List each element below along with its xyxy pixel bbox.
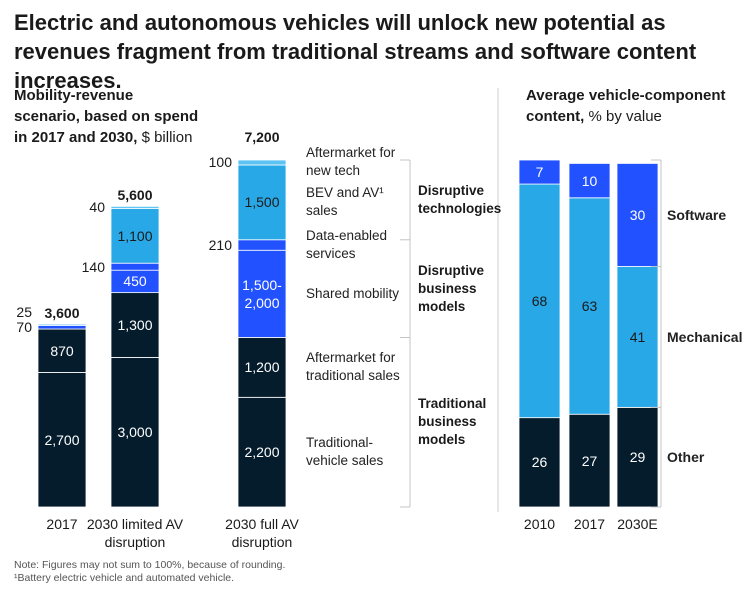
chart-unit: $ billion — [141, 129, 193, 146]
group-label: Disruptive technologies — [418, 182, 502, 216]
value-label: 870 — [50, 342, 74, 359]
value-label: 3,000 — [117, 424, 153, 441]
chart-title: Mobility-revenue scenario, based on spen… — [14, 85, 199, 148]
bar-segment — [518, 159, 561, 185]
value-label: 140 — [81, 258, 105, 275]
value-label: 29 — [629, 449, 646, 466]
series-label: Aftermarket for traditional sales — [306, 350, 400, 384]
series-label: BEV and AV¹ sales — [306, 185, 384, 219]
bar-segment — [37, 371, 87, 508]
group-label: Disruptive business models — [418, 262, 485, 314]
bar-segment — [237, 396, 287, 508]
bar-segment — [110, 292, 160, 358]
x-tick-label: 2030 limited AV disruption — [86, 516, 184, 550]
value-label: 1,200 — [244, 359, 280, 376]
bar-segment — [616, 163, 659, 267]
bar-segment — [37, 328, 87, 373]
series-label: Traditional-vehicle sales — [306, 435, 384, 469]
value-label: 40 — [89, 199, 105, 216]
value-label: 26 — [531, 454, 548, 471]
value-label: 2,200 — [244, 444, 280, 461]
bar-segment — [518, 183, 561, 419]
value-label: 1,500-2,000 — [242, 276, 282, 311]
bar-segment — [518, 417, 561, 508]
value-label: 210 — [208, 237, 232, 253]
value-label: 450 — [123, 273, 147, 290]
bar-segment — [110, 262, 160, 271]
chart-title-text: Average vehicle-component content, — [526, 87, 726, 125]
bar-segment — [237, 239, 287, 251]
series-label: Shared mobility — [306, 285, 400, 301]
chart-title: Average vehicle-component content, % by … — [526, 85, 741, 127]
footnote: ¹Battery electric vehicle and automated … — [14, 572, 235, 584]
chart-unit: % by value — [588, 108, 662, 125]
value-label: 100 — [208, 154, 232, 171]
value-label: 1,500 — [244, 194, 280, 211]
bar-segment — [616, 266, 659, 408]
total-label: 3,600 — [44, 305, 80, 322]
series-label: Software — [667, 206, 727, 223]
footnote: Note: Figures may not sum to 100%, becau… — [14, 559, 286, 571]
bar-segment — [616, 406, 659, 508]
bar-segment — [237, 337, 287, 398]
bar-segment — [237, 164, 287, 241]
x-tick-label: 2017 — [46, 516, 78, 532]
value-label: 68 — [531, 292, 548, 309]
series-label: Other — [667, 449, 705, 466]
x-tick-label: 2030 full AV disruption — [225, 516, 299, 550]
bar-segment — [568, 197, 611, 415]
series-label: Data-enabled services — [306, 228, 388, 261]
bar-segment — [568, 163, 611, 199]
bar-segment — [568, 413, 611, 508]
value-label: 63 — [581, 298, 598, 314]
value-label: 1,100 — [117, 227, 153, 244]
group-label: Traditional business models — [418, 396, 487, 448]
value-label: 41 — [629, 328, 646, 345]
bar-segment — [37, 325, 87, 330]
value-label: 7 — [535, 164, 544, 181]
bar-segment — [237, 159, 287, 166]
bar-segment — [110, 357, 160, 508]
total-label: 5,600 — [117, 187, 153, 204]
value-label: 25 — [16, 304, 32, 321]
bar-segment — [37, 323, 87, 326]
value-label: 70 — [16, 319, 32, 336]
value-label: 2,700 — [44, 431, 80, 448]
page-title: Electric and autonomous vehicles will un… — [14, 10, 697, 93]
value-label: 10 — [581, 172, 598, 189]
series-label: Mechanical — [667, 328, 743, 345]
chart-title-text: Mobility-revenue scenario, based on spen… — [14, 87, 199, 146]
total-label: 7,200 — [244, 129, 280, 146]
x-tick-label: 2017 — [573, 516, 606, 532]
value-label: 30 — [629, 206, 646, 223]
bar-segment — [110, 207, 160, 264]
x-tick-label: 2030E — [617, 516, 658, 532]
bar-segment — [110, 205, 160, 209]
series-label: Aftermarket for new tech — [306, 145, 396, 179]
value-label: 1,300 — [117, 317, 153, 334]
value-label: 27 — [581, 452, 598, 469]
x-tick-label: 2010 — [523, 516, 556, 532]
